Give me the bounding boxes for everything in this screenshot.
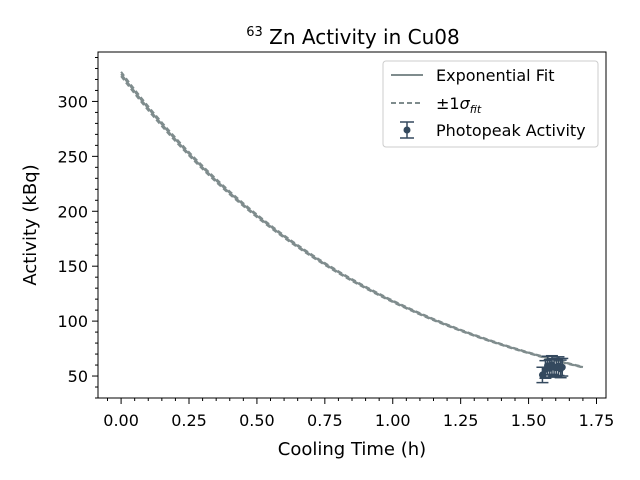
photopeak-marker-9 bbox=[558, 363, 566, 371]
photopeak-point-9 bbox=[556, 357, 569, 377]
chart-title-main: Zn Activity in Cu08 bbox=[269, 25, 460, 49]
y-tick-label-4: 250 bbox=[57, 147, 88, 166]
x-tick-label-6: 1.50 bbox=[511, 411, 547, 430]
legend-sigma-subscript: fit bbox=[470, 103, 482, 116]
y-axis-label: Activity (kBq) bbox=[20, 164, 41, 285]
legend-fit-label: Exponential Fit bbox=[436, 66, 554, 85]
legend-sigma-prefix: ±1 bbox=[436, 94, 460, 113]
fit-line bbox=[120, 73, 584, 369]
y-tick-label-3: 200 bbox=[57, 202, 88, 221]
x-axis: 0.00 0.25 0.50 0.75 1.00 1.25 1.50 1.75 bbox=[103, 398, 614, 430]
legend-photopeak-label: Photopeak Activity bbox=[436, 121, 586, 140]
x-tick-label-3: 0.75 bbox=[307, 411, 343, 430]
legend-sigma-symbol: σ bbox=[460, 94, 471, 113]
legend-sigma-label: ±1σfit bbox=[436, 94, 482, 116]
x-axis-label: Cooling Time (h) bbox=[278, 439, 426, 460]
y-tick-label-0: 50 bbox=[68, 367, 88, 386]
y-tick-label-1: 100 bbox=[57, 312, 88, 331]
photopeak-layer bbox=[536, 354, 569, 384]
x-tick-label-4: 1.00 bbox=[375, 411, 411, 430]
y-tick-label-2: 150 bbox=[57, 257, 88, 276]
legend-box bbox=[382, 60, 599, 148]
legend: Exponential Fit ±1σfit Photopeak Activit… bbox=[382, 60, 599, 148]
fit-layer bbox=[120, 73, 584, 369]
legend-photopeak-marker bbox=[403, 126, 411, 134]
x-tick-label-7: 1.75 bbox=[579, 411, 615, 430]
y-axis: 50 100 150 200 250 300 bbox=[57, 56, 98, 399]
legend-photopeak-swatch bbox=[400, 121, 414, 139]
x-tick-label-0: 0.00 bbox=[103, 411, 139, 430]
chart-title-superscript: 63 bbox=[246, 25, 263, 40]
x-tick-label-5: 1.25 bbox=[443, 411, 479, 430]
chart-title: 63 Zn Activity in Cu08 bbox=[246, 17, 459, 49]
x-tick-label-2: 0.50 bbox=[239, 411, 275, 430]
y-tick-label-5: 300 bbox=[57, 92, 88, 111]
x-tick-label-1: 0.25 bbox=[171, 411, 207, 430]
